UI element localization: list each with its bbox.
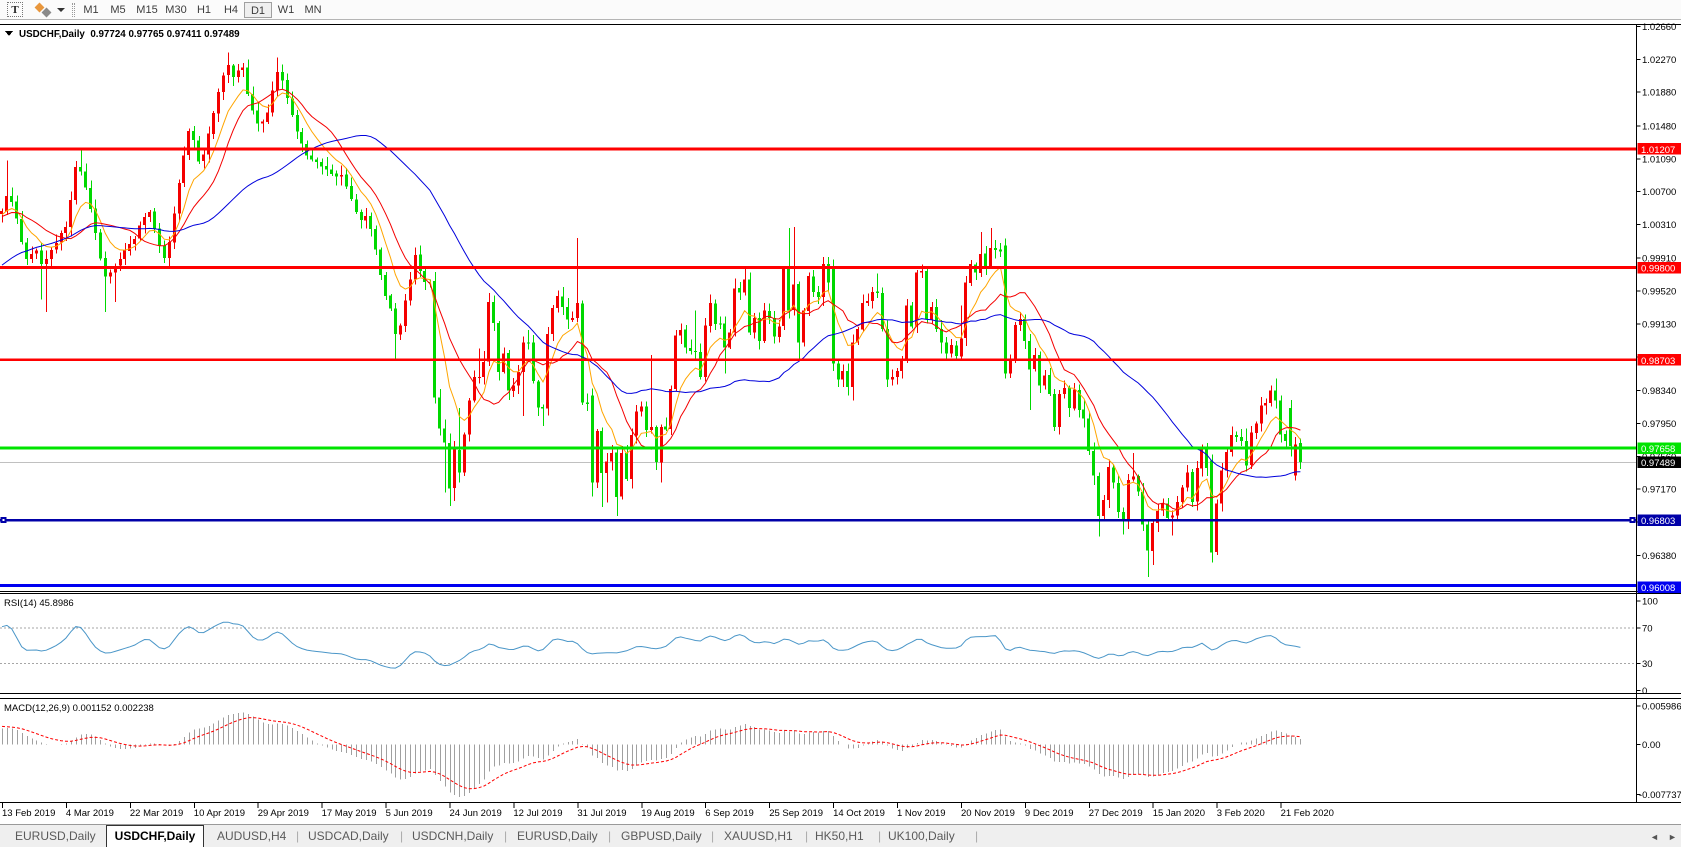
svg-text:MACD(12,26,9) 0.001152 0.00223: MACD(12,26,9) 0.001152 0.002238 bbox=[4, 703, 154, 714]
svg-text:3 Feb 2020: 3 Feb 2020 bbox=[1217, 808, 1265, 819]
svg-text:1.01207: 1.01207 bbox=[1641, 145, 1675, 156]
svg-text:27 Dec 2019: 27 Dec 2019 bbox=[1089, 808, 1143, 819]
svg-text:0.97950: 0.97950 bbox=[1642, 419, 1676, 430]
svg-text:21 Feb 2020: 21 Feb 2020 bbox=[1281, 808, 1334, 819]
svg-text:0.99130: 0.99130 bbox=[1642, 319, 1676, 330]
svg-text:25 Sep 2019: 25 Sep 2019 bbox=[769, 808, 823, 819]
svg-text:12 Jul 2019: 12 Jul 2019 bbox=[513, 808, 562, 819]
svg-text:5 Jun 2019: 5 Jun 2019 bbox=[386, 808, 433, 819]
svg-text:0.97170: 0.97170 bbox=[1642, 485, 1676, 496]
svg-text:100: 100 bbox=[1642, 596, 1658, 607]
svg-text:20 Nov 2019: 20 Nov 2019 bbox=[961, 808, 1015, 819]
svg-text:0.96803: 0.96803 bbox=[1641, 516, 1675, 527]
svg-text:USDCHF,Daily 0.97724 0.97765: USDCHF,Daily 0.97724 0.97765 0.97411 0.9… bbox=[19, 29, 240, 40]
svg-text:13 Feb 2019: 13 Feb 2019 bbox=[2, 808, 55, 819]
svg-text:9 Dec 2019: 9 Dec 2019 bbox=[1025, 808, 1074, 819]
svg-text:29 Apr 2019: 29 Apr 2019 bbox=[258, 808, 309, 819]
svg-text:30: 30 bbox=[1642, 659, 1653, 670]
svg-text:1.01480: 1.01480 bbox=[1642, 121, 1676, 132]
svg-text:6 Sep 2019: 6 Sep 2019 bbox=[705, 808, 754, 819]
svg-text:RSI(14) 45.8986: RSI(14) 45.8986 bbox=[4, 598, 74, 609]
svg-text:0.99800: 0.99800 bbox=[1641, 263, 1675, 274]
svg-text:70: 70 bbox=[1642, 623, 1653, 634]
svg-text:1.00310: 1.00310 bbox=[1642, 220, 1676, 231]
svg-text:14 Oct 2019: 14 Oct 2019 bbox=[833, 808, 885, 819]
svg-text:1.02660: 1.02660 bbox=[1642, 22, 1676, 33]
svg-text:1 Nov 2019: 1 Nov 2019 bbox=[897, 808, 946, 819]
svg-text:0.98703: 0.98703 bbox=[1641, 356, 1675, 367]
svg-text:1.00700: 1.00700 bbox=[1642, 187, 1676, 198]
svg-text:0.99910: 0.99910 bbox=[1642, 254, 1676, 265]
svg-text:-0.007737: -0.007737 bbox=[1639, 790, 1681, 801]
svg-text:31 Jul 2019: 31 Jul 2019 bbox=[577, 808, 626, 819]
svg-text:0.00: 0.00 bbox=[1642, 740, 1661, 751]
svg-text:0: 0 bbox=[1642, 686, 1647, 697]
svg-text:22 Mar 2019: 22 Mar 2019 bbox=[130, 808, 183, 819]
svg-text:19 Aug 2019: 19 Aug 2019 bbox=[641, 808, 694, 819]
svg-text:0.005986: 0.005986 bbox=[1642, 702, 1681, 713]
svg-text:0.96008: 0.96008 bbox=[1641, 583, 1675, 594]
svg-text:17 May 2019: 17 May 2019 bbox=[322, 808, 377, 819]
svg-text:24 Jun 2019: 24 Jun 2019 bbox=[450, 808, 502, 819]
svg-text:0.96380: 0.96380 bbox=[1642, 551, 1676, 562]
svg-text:1.01090: 1.01090 bbox=[1642, 154, 1676, 165]
svg-text:1.01880: 1.01880 bbox=[1642, 88, 1676, 99]
svg-text:0.97658: 0.97658 bbox=[1641, 444, 1675, 455]
svg-text:0.97489: 0.97489 bbox=[1641, 458, 1675, 469]
svg-text:0.99520: 0.99520 bbox=[1642, 287, 1676, 298]
svg-text:4 Mar 2019: 4 Mar 2019 bbox=[66, 808, 114, 819]
svg-text:15 Jan 2020: 15 Jan 2020 bbox=[1153, 808, 1205, 819]
svg-text:10 Apr 2019: 10 Apr 2019 bbox=[194, 808, 245, 819]
svg-text:0.98340: 0.98340 bbox=[1642, 386, 1676, 397]
svg-text:1.02270: 1.02270 bbox=[1642, 55, 1676, 66]
